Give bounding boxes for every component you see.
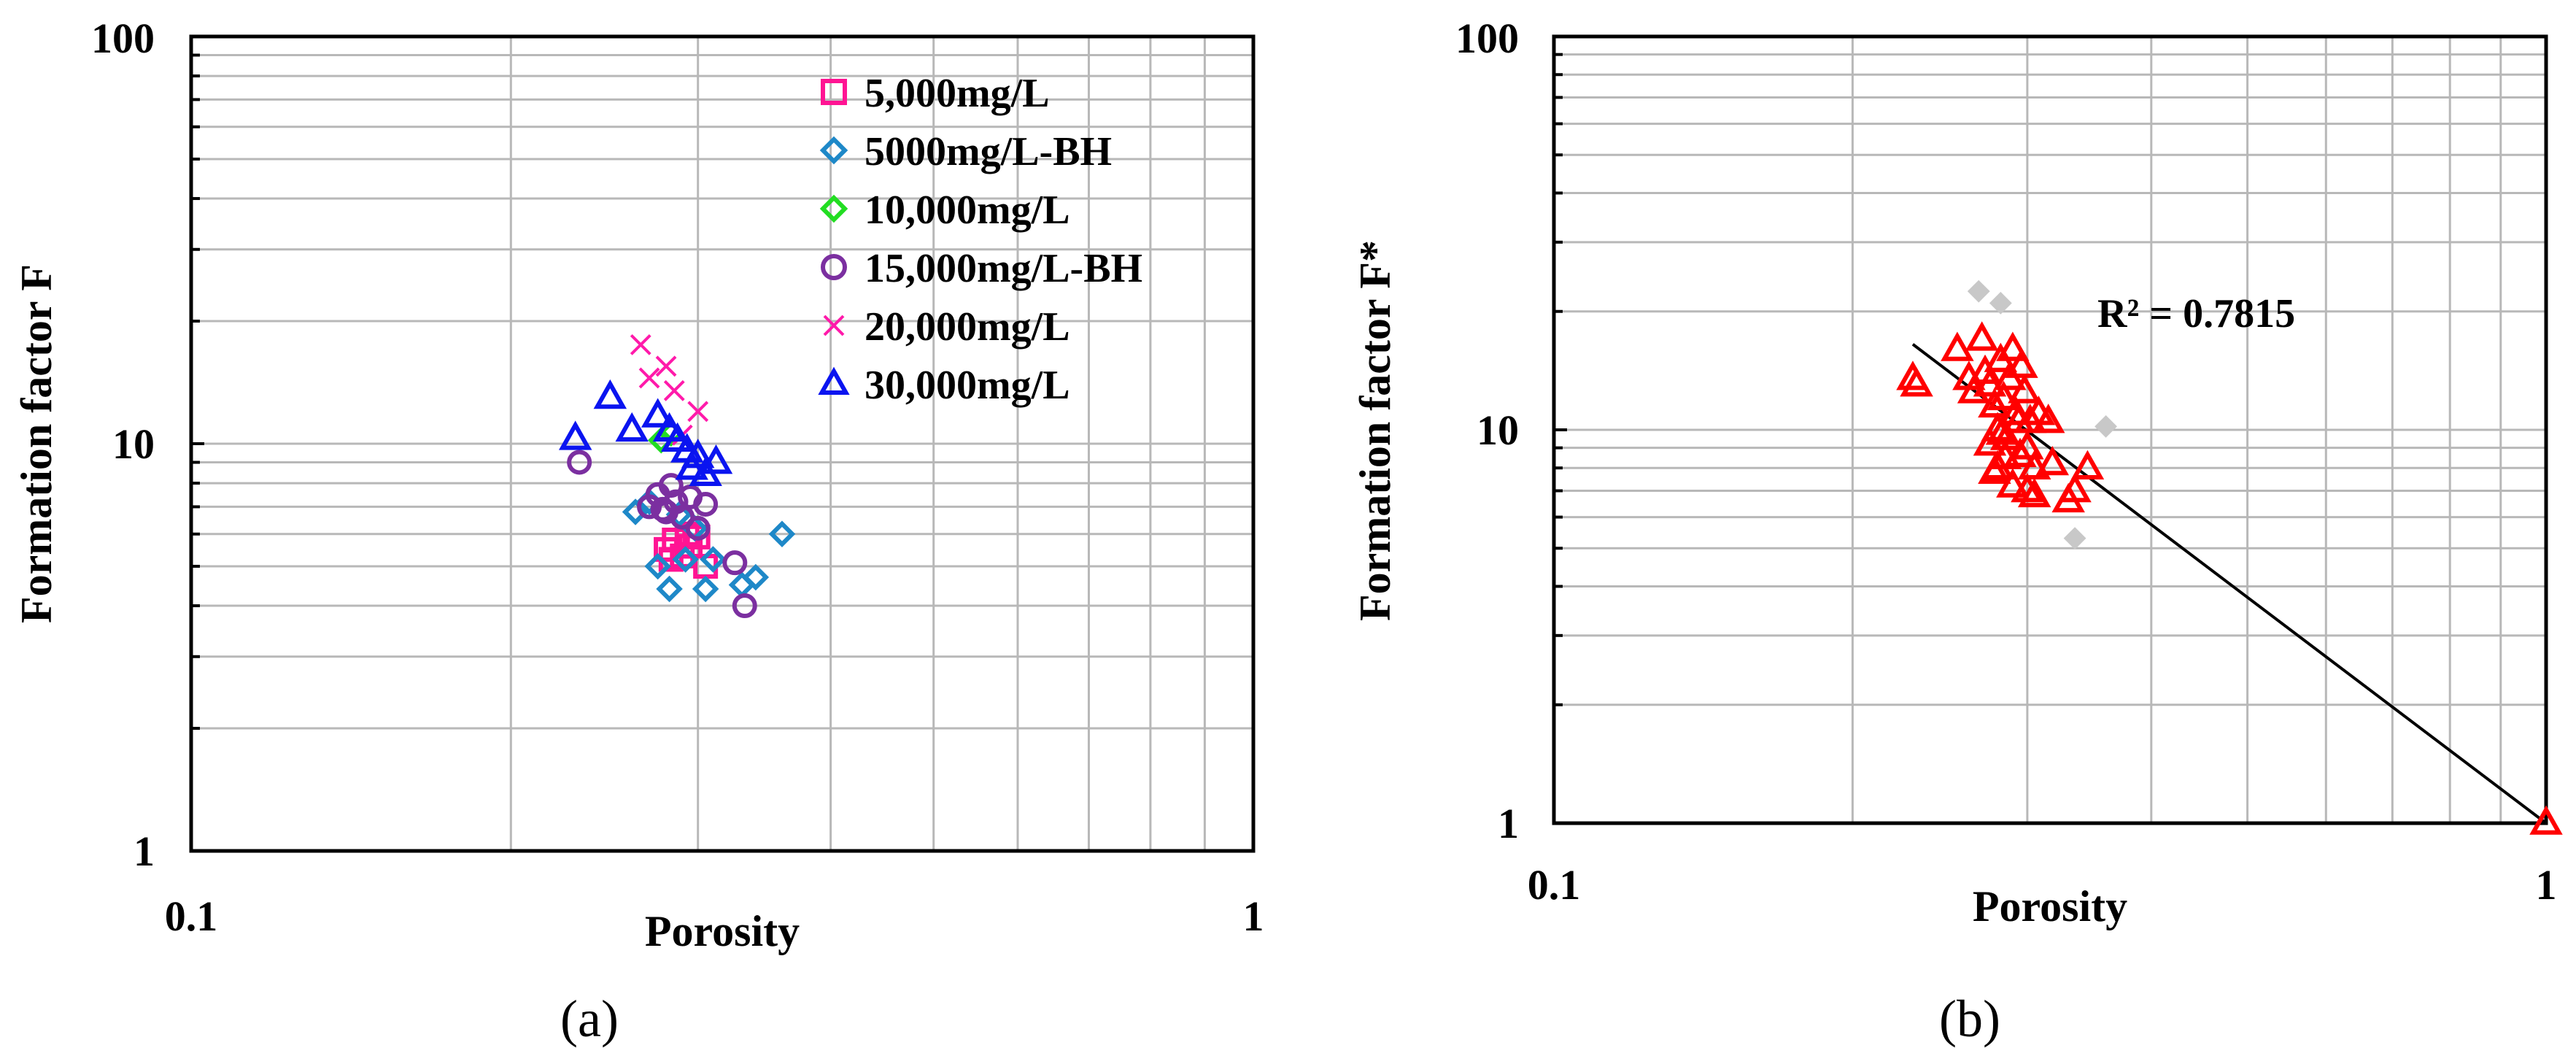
panel-a-point-15-000mg-l-bh — [685, 515, 711, 541]
panel-a-point-5000mg-l-bh — [622, 498, 649, 525]
panel-b-y-axis-title: Formation factor F* — [1351, 240, 1399, 621]
legend-marker-0 — [821, 79, 847, 105]
panel-a-point-5000mg-l-bh — [656, 575, 683, 603]
panel-a-points — [558, 334, 796, 619]
panel-a-point-5000mg-l-bh — [692, 575, 719, 603]
legend-marker-1 — [819, 136, 848, 165]
panel-a-point-20-000mg-l — [687, 401, 709, 423]
panel-a-x-axis-title: Porosity — [645, 907, 800, 955]
panel-a-x-tick-0.1: 0.1 — [165, 893, 218, 940]
panel-a-label: (a) — [560, 990, 619, 1048]
panel-b-y-tick-10: 10 — [1477, 406, 1519, 454]
panel-a-point-20-000mg-l — [638, 367, 660, 389]
panel-a-point-15-000mg-l-bh — [650, 496, 676, 522]
panel-b-x-tick-0.1: 0.1 — [1528, 861, 1581, 909]
panel-b-point-data — [2529, 805, 2563, 835]
panel-b-point-excluded — [2063, 527, 2086, 550]
panel-a-point-30-000mg-l — [615, 412, 649, 442]
panel-a-point-15-000mg-l-bh — [722, 550, 748, 576]
panel-a-point-20-000mg-l — [630, 334, 651, 355]
panel-a-point-10-000mg-l — [648, 426, 675, 454]
panel-b-point-data — [1985, 415, 2019, 445]
panel-a-point-20-000mg-l — [663, 379, 685, 401]
panel-b-x-axis-title: Porosity — [1973, 882, 2127, 930]
panel-a-point-20-000mg-l — [655, 355, 677, 377]
panel-a-point-5000mg-l-bh — [644, 552, 671, 580]
panel-a-point-30-000mg-l — [593, 379, 627, 409]
panel-b-point-excluded — [1989, 291, 2012, 315]
panel-a-legend: 5,000mg/L 5000mg/L-BH 10,000mg/L 15,000mg/L… — [818, 71, 1142, 408]
panel-b-r2-annotation: R² = 0.7815 — [2097, 291, 2295, 336]
panel-b-point-data — [1996, 468, 2030, 498]
panel-a-point-5000mg-l-bh — [672, 546, 699, 573]
panel-b-point-data — [2014, 404, 2047, 433]
panel-b-point-data — [2017, 477, 2051, 508]
legend-marker-5 — [818, 366, 850, 395]
panel-a-grid — [191, 36, 1253, 851]
legend-marker-3 — [821, 254, 847, 280]
panel-a-point-30-000mg-l — [699, 444, 733, 474]
panel-a-point-30-000mg-l — [641, 398, 675, 428]
panel-b-point-data — [1978, 388, 2011, 418]
panel-a-point-15-000mg-l-bh — [693, 491, 719, 517]
panel-b-x-tick-1: 1 — [2536, 861, 2557, 909]
panel-a-y-axis-title: Formation factor F — [12, 264, 61, 623]
panel-a-point-30-000mg-l — [660, 422, 695, 452]
panel-a-point-5000mg-l-bh — [742, 563, 770, 591]
panel-b-point-excluded — [2095, 415, 2117, 438]
legend-label-0: 5,000mg/L — [865, 71, 1050, 116]
panel-b-point-data — [2011, 472, 2044, 503]
panel-b-point-data — [1978, 454, 2011, 484]
panel-b-point-data — [2035, 445, 2070, 476]
panel-b-y-tick-1: 1 — [1498, 800, 1519, 847]
panel-b-point-data — [1900, 367, 1933, 397]
panel-a-y-tick-1: 1 — [134, 828, 155, 875]
panel-a-x-tick-1: 1 — [1243, 893, 1264, 940]
panel-b-label: (b) — [1939, 990, 2000, 1048]
legend-label-4: 20,000mg/L — [865, 304, 1070, 350]
panel-b-point-data — [2005, 348, 2038, 378]
panel-b: 0.1 1 1 10 100 Porosity Formation factor… — [1351, 15, 2563, 1048]
legend-marker-2 — [819, 194, 848, 223]
panel-b-point-data — [1996, 331, 2030, 361]
legend-marker-4 — [823, 315, 845, 336]
panel-a-point-30-000mg-l — [681, 439, 715, 469]
panel-a-point-15-000mg-l-bh — [658, 473, 684, 498]
panel-b-point-data — [1941, 331, 1974, 361]
panel-b-point-data — [2070, 450, 2105, 480]
panel-b-point-data — [2008, 374, 2041, 404]
panel-a-point-15-000mg-l-bh — [732, 593, 757, 619]
panel-a: 5,000mg/L 5000mg/L-BH 10,000mg/L 15,000mg/L… — [12, 15, 1264, 1048]
panel-b-point-excluded — [1967, 280, 1990, 303]
legend-label-5: 30,000mg/L — [865, 363, 1070, 408]
legend-label-1: 5000mg/L-BH — [865, 129, 1112, 174]
panel-b-point-data — [1973, 367, 2007, 397]
panel-a-y-tick-100: 100 — [91, 15, 155, 62]
panel-a-point-5000mg-l-bh — [768, 520, 796, 548]
panel-b-point-data — [1965, 321, 1999, 351]
legend-label-3: 15,000mg/L-BH — [865, 246, 1142, 291]
panel-b-y-ticks — [1554, 35, 1567, 825]
panel-b-point-data — [2058, 472, 2092, 503]
panel-b-points — [1896, 280, 2563, 835]
panel-b-y-tick-100: 100 — [1455, 15, 1519, 62]
panel-a-point-5000mg-l-bh — [700, 546, 727, 573]
panel-a-y-tick-10: 10 — [112, 420, 155, 468]
panel-b-point-data — [2031, 404, 2065, 433]
panel-a-point-30-000mg-l — [558, 420, 592, 450]
panel-a-point-15-000mg-l-bh — [567, 450, 592, 475]
panel-b-point-data — [1987, 380, 2021, 411]
panel-a-y-ticks — [191, 35, 204, 852]
panel-b-grid — [1554, 36, 2546, 823]
legend-label-2: 10,000mg/L — [865, 188, 1070, 233]
panel-b-point-data — [2003, 437, 2037, 468]
